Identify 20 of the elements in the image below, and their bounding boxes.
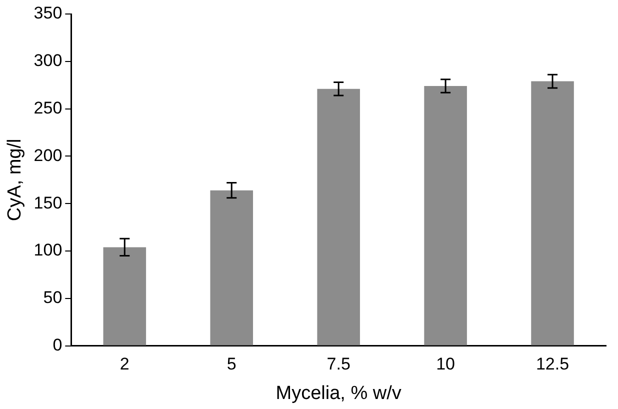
y-tick-label: 150 bbox=[34, 193, 62, 212]
x-tick-label: 2 bbox=[120, 354, 130, 374]
y-tick-label: 250 bbox=[34, 98, 62, 118]
y-axis-title: CyA, mg/l bbox=[4, 138, 26, 222]
x-axis-title: Mycelia, % w/v bbox=[276, 382, 402, 404]
bar bbox=[424, 86, 467, 346]
bar bbox=[210, 190, 254, 346]
x-tick-label: 7.5 bbox=[326, 354, 350, 374]
y-tick-label: 50 bbox=[43, 288, 62, 308]
y-tick-label: 300 bbox=[34, 51, 62, 70]
y-tick-label: 0 bbox=[52, 335, 62, 354]
y-tick-label: 100 bbox=[34, 240, 62, 260]
x-tick-label: 12.5 bbox=[536, 354, 570, 374]
bar bbox=[317, 88, 360, 346]
y-tick-label: 350 bbox=[34, 4, 62, 23]
x-tick-label: 10 bbox=[436, 354, 456, 374]
bar bbox=[531, 81, 574, 346]
x-tick-label: 5 bbox=[226, 354, 236, 374]
bar bbox=[103, 247, 146, 346]
y-tick-label: 200 bbox=[34, 146, 62, 165]
